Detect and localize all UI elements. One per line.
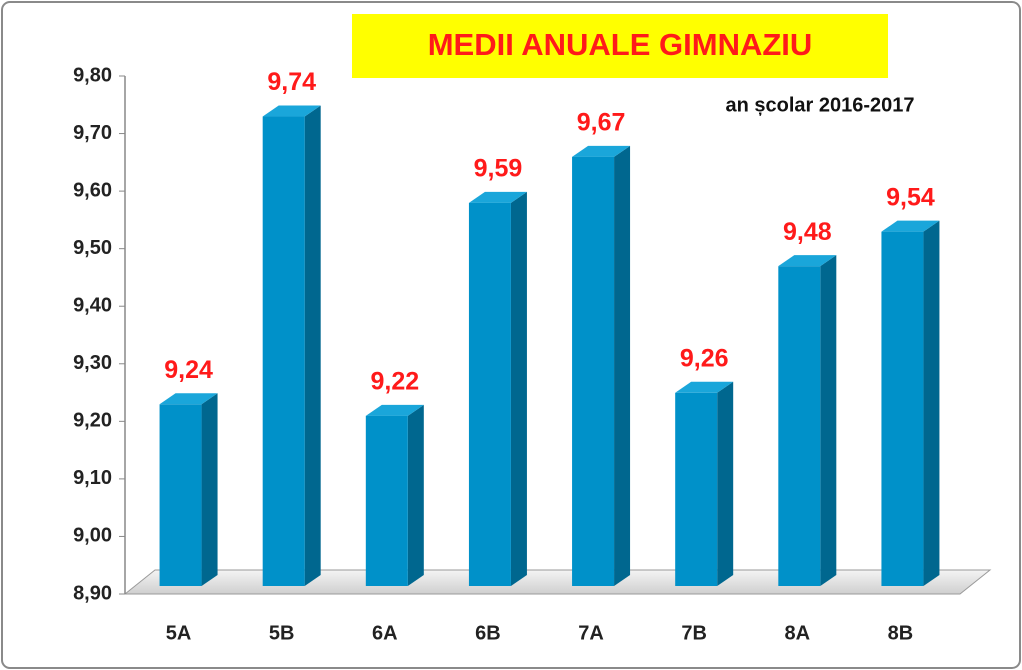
x-tick-label: 8B (888, 622, 914, 644)
bar-side (717, 381, 734, 586)
bar (778, 266, 821, 586)
bar-side (407, 404, 424, 586)
bar-side (304, 105, 321, 587)
y-tick-label: 9,10 (73, 467, 112, 489)
y-tick-label: 9,50 (73, 237, 112, 259)
value-label: 9,74 (267, 68, 316, 96)
bar (262, 116, 305, 587)
x-tick-label: 6B (475, 622, 501, 644)
bar-side (923, 220, 940, 586)
y-tick-label: 9,70 (73, 122, 112, 144)
bar (468, 202, 511, 586)
bar-side (820, 255, 837, 586)
bar-side (510, 191, 527, 586)
y-tick-label: 9,00 (73, 525, 112, 547)
bar (365, 415, 408, 586)
value-label: 9,48 (783, 218, 832, 246)
bar-top (881, 220, 940, 232)
bar-side (614, 145, 631, 587)
value-label: 9,67 (577, 108, 626, 136)
bar (881, 231, 924, 586)
value-label: 9,26 (680, 344, 729, 372)
bar (572, 156, 615, 587)
bar-side (201, 393, 218, 586)
bar-top (778, 255, 837, 267)
chart-title: MEDII ANUALE GIMNAZIU (428, 27, 813, 62)
bar-top (468, 191, 527, 203)
bar-top (572, 145, 631, 157)
bar-top (365, 404, 424, 416)
bar-top (159, 393, 218, 405)
y-tick-label: 9,30 (73, 352, 112, 374)
bar-top (675, 381, 734, 393)
x-tick-label: 5B (269, 622, 295, 644)
title-box (352, 14, 888, 78)
y-tick-label: 9,60 (73, 179, 112, 201)
chart-subtitle: an școlar 2016-2017 (725, 94, 914, 116)
x-tick-label: 6A (372, 622, 398, 644)
value-label: 9,24 (164, 356, 213, 384)
value-label: 9,54 (886, 183, 935, 211)
floor (123, 569, 992, 595)
bar (159, 404, 202, 586)
y-tick-label: 9,40 (73, 295, 112, 317)
x-tick-label: 7A (578, 622, 604, 644)
bar-top (262, 105, 321, 117)
y-tick-label: 8,90 (73, 582, 112, 604)
y-tick-label: 9,80 (73, 64, 112, 86)
x-tick-label: 7B (681, 622, 707, 644)
bar (675, 392, 718, 586)
value-label: 9,59 (474, 154, 523, 182)
value-label: 9,22 (370, 367, 419, 395)
x-tick-label: 5A (166, 622, 192, 644)
y-tick-label: 9,20 (73, 410, 112, 432)
x-tick-label: 8A (785, 622, 811, 644)
